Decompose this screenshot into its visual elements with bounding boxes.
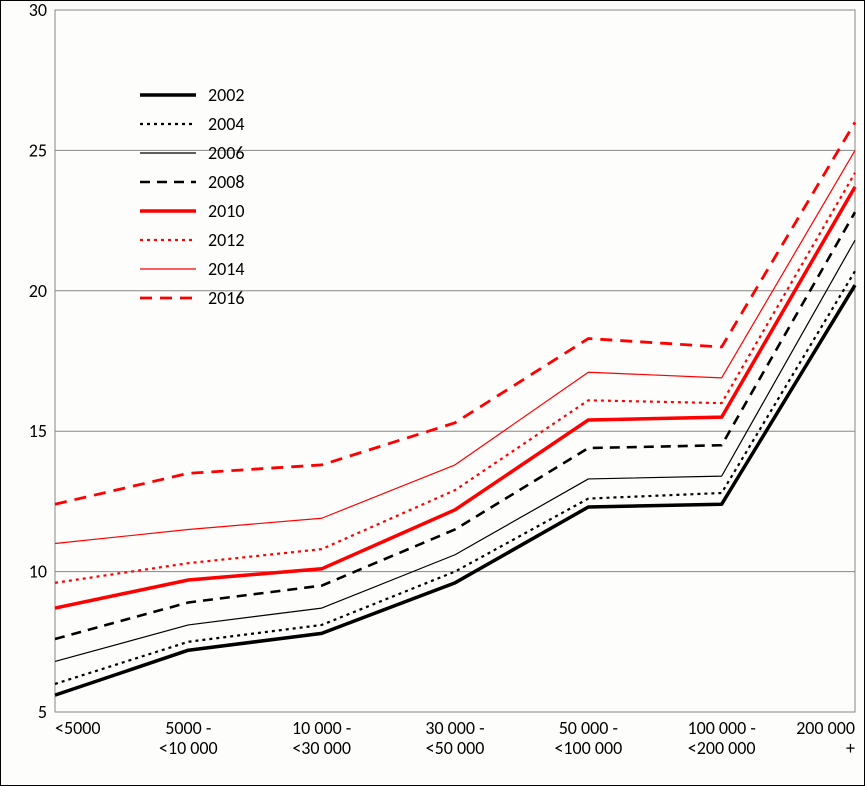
legend-label: 2010 — [208, 200, 245, 222]
x-tick-label: 5000 - — [165, 717, 211, 739]
line-chart: 5 10 15 20 25 30 <5000 5000 -<10 000 10 000 -<30… — [0, 0, 865, 786]
legend-label: 2012 — [208, 229, 245, 251]
y-tick-label: 25 — [29, 139, 47, 161]
legend-label: 2008 — [208, 171, 245, 193]
x-tick-label: 100 000 - — [687, 717, 755, 739]
chart-container: 5 10 15 20 25 30 <5000 5000 -<10 000 10 000 -<30… — [0, 0, 865, 786]
x-tick-label: <10 000 — [159, 737, 218, 759]
legend-label: 2004 — [208, 113, 245, 135]
legend-label: 2016 — [208, 287, 245, 309]
y-tick-label: 30 — [29, 0, 47, 21]
x-tick-label: 10 000 - — [292, 717, 351, 739]
y-tick-label: 20 — [29, 280, 47, 302]
legend-label: 2006 — [208, 142, 245, 164]
y-tick-label: 5 — [38, 701, 47, 723]
y-tick-label: 15 — [29, 420, 47, 442]
x-tick-label: 30 000 - — [425, 717, 484, 739]
x-tick-label: <5000 — [55, 717, 100, 739]
x-tick-label: + — [846, 737, 855, 759]
x-tick-label: <200 000 — [688, 737, 756, 759]
x-tick-label: <30 000 — [292, 737, 351, 759]
x-tick-label: 50 000 - — [559, 717, 618, 739]
legend-label: 2014 — [208, 258, 245, 280]
x-tick-label: <100 000 — [554, 737, 622, 759]
x-tick-label: <50 000 — [426, 737, 485, 759]
y-tick-label: 10 — [29, 561, 47, 583]
x-tick-label: 200 000 — [796, 717, 855, 739]
legend-label: 2002 — [208, 84, 245, 106]
